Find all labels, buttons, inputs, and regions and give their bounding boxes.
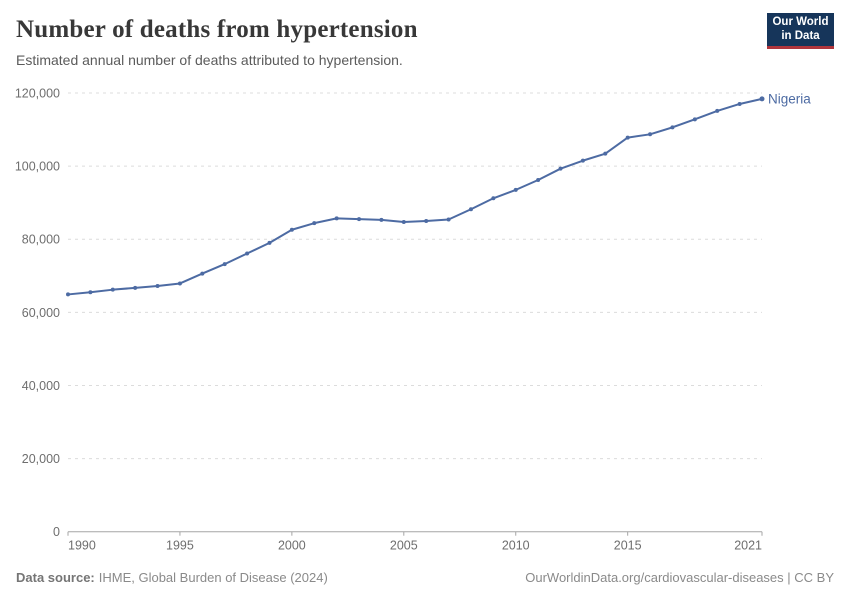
data-point[interactable] <box>312 221 317 226</box>
data-point[interactable] <box>759 96 765 102</box>
data-point[interactable] <box>536 178 541 183</box>
data-point[interactable] <box>334 216 339 221</box>
x-tick-label: 2005 <box>390 539 418 553</box>
data-point[interactable] <box>110 287 115 292</box>
chart-header: Number of deaths from hypertension Estim… <box>16 13 834 68</box>
data-point[interactable] <box>625 135 630 140</box>
data-point[interactable] <box>267 240 272 245</box>
data-point[interactable] <box>737 101 742 106</box>
series-end-label[interactable]: Nigeria <box>768 91 811 106</box>
y-tick-label: 60,000 <box>22 306 60 320</box>
data-source: Data source: IHME, Global Burden of Disea… <box>16 570 328 585</box>
data-point[interactable] <box>222 262 227 267</box>
owid-logo-line1: Our World <box>772 15 829 28</box>
data-point[interactable] <box>357 217 362 222</box>
data-point[interactable] <box>715 108 720 113</box>
data-point[interactable] <box>603 151 608 156</box>
data-point[interactable] <box>446 217 451 222</box>
x-tick-label: 2021 <box>734 539 762 553</box>
x-tick-label: 1995 <box>166 539 194 553</box>
data-point[interactable] <box>670 125 675 130</box>
chart-subtitle: Estimated annual number of deaths attrib… <box>16 52 403 68</box>
data-point[interactable] <box>200 271 205 276</box>
data-point[interactable] <box>245 251 250 256</box>
owid-logo[interactable]: Our World in Data <box>767 13 834 49</box>
data-point[interactable] <box>468 207 473 212</box>
line-chart[interactable]: 0 20,000 40,000 60,000 80,000 100,000 120,000 1… <box>0 85 850 560</box>
data-point[interactable] <box>88 290 93 295</box>
data-point[interactable] <box>580 158 585 163</box>
credit-link[interactable]: OurWorldinData.org/cardiovascular-diseas… <box>525 570 834 585</box>
data-point[interactable] <box>513 187 518 192</box>
data-point[interactable] <box>177 281 182 286</box>
y-tick-label: 100,000 <box>15 160 60 174</box>
data-point[interactable] <box>558 166 563 171</box>
chart-footer: Data source: IHME, Global Burden of Disea… <box>16 570 834 585</box>
owid-logo-line2: in Data <box>781 29 820 42</box>
data-point[interactable] <box>401 220 406 225</box>
data-point[interactable] <box>66 292 70 297</box>
data-point[interactable] <box>692 117 697 122</box>
nigeria-line[interactable] <box>67 97 763 296</box>
data-source-value: IHME, Global Burden of Disease (2024) <box>98 570 328 585</box>
page-title: Number of deaths from hypertension <box>16 16 418 43</box>
data-source-label: Data source: <box>16 570 95 585</box>
x-tick-label: 2010 <box>502 539 530 553</box>
data-point[interactable] <box>289 227 294 232</box>
data-point[interactable] <box>648 132 653 137</box>
y-tick-label: 20,000 <box>22 452 60 466</box>
y-tick-label: 0 <box>53 525 60 539</box>
x-tick-label: 1990 <box>68 539 96 553</box>
y-tick-label: 80,000 <box>22 233 60 247</box>
x-tick-label: 2015 <box>614 539 642 553</box>
data-point[interactable] <box>155 284 160 289</box>
data-point[interactable] <box>133 285 138 290</box>
y-tick-label: 40,000 <box>22 379 60 393</box>
data-point[interactable] <box>424 218 429 223</box>
y-tick-label: 120,000 <box>15 87 60 101</box>
data-point[interactable] <box>379 217 384 222</box>
data-point[interactable] <box>491 196 496 201</box>
x-tick-label: 2000 <box>278 539 306 553</box>
